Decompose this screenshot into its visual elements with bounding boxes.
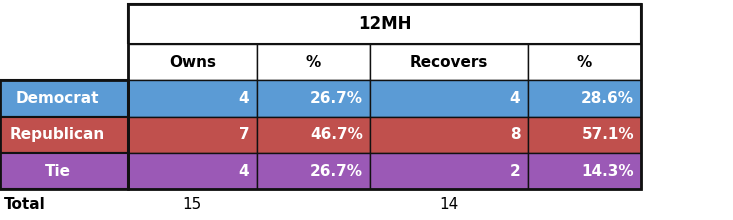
Bar — [0, 117, 128, 153]
Text: 26.7%: 26.7% — [310, 163, 363, 179]
Text: Tie: Tie — [45, 163, 70, 179]
Bar — [128, 4, 641, 44]
Bar — [257, 44, 370, 80]
Bar — [0, 4, 128, 44]
Text: %: % — [577, 55, 592, 70]
Bar — [528, 44, 641, 80]
Bar — [128, 80, 257, 117]
Bar — [128, 4, 641, 189]
Text: 4: 4 — [510, 91, 520, 106]
Text: 46.7%: 46.7% — [310, 127, 363, 142]
Bar — [0, 189, 128, 220]
Bar — [0, 80, 128, 117]
Text: 14: 14 — [439, 197, 459, 212]
Bar — [257, 153, 370, 189]
Text: Recovers: Recovers — [410, 55, 488, 70]
Text: Total: Total — [4, 197, 45, 212]
Text: Republican: Republican — [10, 127, 106, 142]
Text: 8: 8 — [510, 127, 520, 142]
Bar — [0, 80, 128, 189]
Bar — [257, 80, 370, 117]
Bar — [0, 44, 128, 80]
Bar — [128, 117, 257, 153]
Bar — [370, 117, 528, 153]
Bar — [370, 153, 528, 189]
Bar — [528, 117, 641, 153]
Text: 57.1%: 57.1% — [581, 127, 634, 142]
Text: 15: 15 — [183, 197, 202, 212]
Text: 2: 2 — [509, 163, 520, 179]
Text: %: % — [306, 55, 321, 70]
Text: 4: 4 — [239, 91, 249, 106]
Text: 4: 4 — [239, 163, 249, 179]
Bar — [128, 44, 257, 80]
Text: 28.6%: 28.6% — [581, 91, 634, 106]
Text: Owns: Owns — [169, 55, 216, 70]
Bar — [528, 80, 641, 117]
Bar — [528, 153, 641, 189]
Text: 12MH: 12MH — [358, 15, 411, 33]
Bar — [257, 117, 370, 153]
Text: 26.7%: 26.7% — [310, 91, 363, 106]
Text: Democrat: Democrat — [16, 91, 100, 106]
Bar — [370, 44, 528, 80]
Bar — [128, 153, 257, 189]
Bar — [370, 80, 528, 117]
Text: 14.3%: 14.3% — [581, 163, 634, 179]
Text: 7: 7 — [239, 127, 249, 142]
Bar — [0, 153, 128, 189]
